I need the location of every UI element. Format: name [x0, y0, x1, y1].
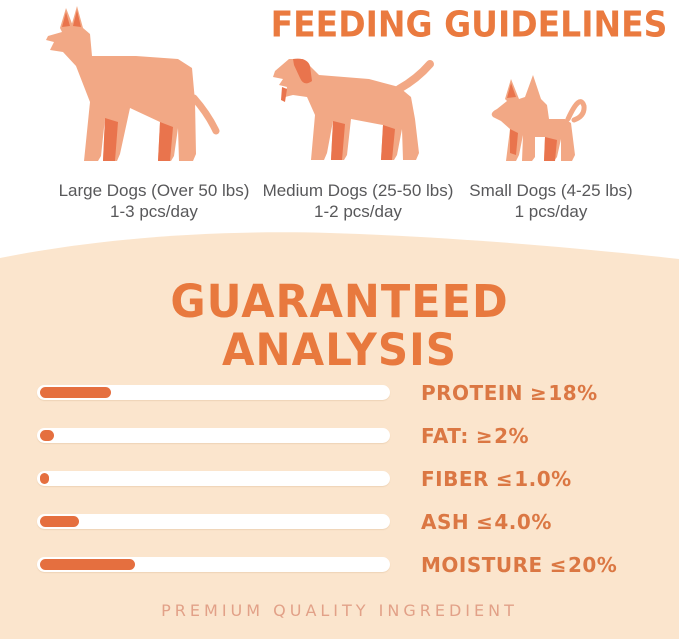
- nutrient-name: FIBER: [421, 467, 489, 491]
- comparator-symbol: ≤: [495, 467, 514, 491]
- comparator-symbol: ≤: [549, 553, 567, 577]
- nutrient-name: FAT:: [421, 424, 469, 448]
- progress-bar-track: [37, 385, 390, 400]
- analysis-row-label: ASH ≤4.0%: [421, 510, 552, 534]
- small-dog-label: Small Dogs (4-25 lbs): [469, 181, 633, 200]
- large-dog-icon: [46, 6, 220, 161]
- small-dog-shading: [507, 83, 557, 161]
- progress-bar-track: [37, 471, 390, 486]
- small-dog-serving: 1 pcs/day: [514, 202, 588, 221]
- nutrient-value: 4.0%: [494, 510, 552, 534]
- nutrient-value: 20%: [567, 553, 618, 577]
- footer-note: PREMIUM QUALITY INGREDIENT: [161, 601, 518, 620]
- small-dog-body: [491, 75, 575, 161]
- analysis-row: FAT: ≥2%: [0, 424, 679, 452]
- analysis-title-line2: ANALYSIS: [222, 324, 457, 376]
- nutrient-name: PROTEIN: [421, 381, 524, 405]
- medium-dog-body: [273, 59, 419, 160]
- progress-bar-fill: [40, 516, 79, 527]
- small-dog-caption: Small Dogs (4-25 lbs) 1 pcs/day: [462, 180, 640, 222]
- analysis-row-label: FAT: ≥2%: [421, 424, 529, 448]
- analysis-row: PROTEIN ≥18%: [0, 381, 679, 409]
- large-dog-caption: Large Dogs (Over 50 lbs) 1-3 pcs/day: [28, 180, 280, 222]
- comparator-symbol: ≥: [475, 424, 494, 448]
- small-dog-icon: [491, 75, 587, 161]
- medium-dog-serving: 1-2 pcs/day: [314, 202, 402, 221]
- medium-dog-icon: [273, 58, 434, 160]
- nutrient-value: 18%: [548, 381, 598, 405]
- medium-dog-tail: [395, 60, 434, 93]
- analysis-row: MOISTURE ≤20%: [0, 553, 679, 581]
- progress-bar-fill: [40, 387, 111, 398]
- wave-divider: [0, 232, 679, 262]
- large-dog-serving: 1-3 pcs/day: [110, 202, 198, 221]
- progress-bar-fill: [40, 559, 136, 570]
- comparator-symbol: ≤: [476, 510, 494, 534]
- analysis-row-label: FIBER ≤1.0%: [421, 467, 572, 491]
- medium-dog-label: Medium Dogs (25-50 lbs): [262, 181, 454, 200]
- large-dog-label: Large Dogs (Over 50 lbs): [58, 181, 250, 200]
- analysis-row: ASH ≤4.0%: [0, 510, 679, 538]
- progress-bar-fill: [40, 473, 49, 484]
- large-dog-shading: [62, 10, 173, 161]
- nutrient-name: ASH: [421, 510, 470, 534]
- small-dog-tail: [565, 99, 587, 123]
- nutrient-value: 1.0%: [514, 467, 572, 491]
- progress-bar-track: [37, 557, 390, 572]
- large-dog-tail: [190, 94, 220, 135]
- large-dog-body: [46, 6, 196, 161]
- nutrient-name: MOISTURE: [421, 553, 543, 577]
- guaranteed-analysis-title: GUARANTEED ANALYSIS: [0, 275, 679, 376]
- nutrient-value: 2%: [494, 424, 530, 448]
- progress-bar-fill: [40, 430, 55, 441]
- analysis-row-label: MOISTURE ≤20%: [421, 553, 617, 577]
- analysis-row-label: PROTEIN ≥18%: [421, 381, 598, 405]
- feeding-guidelines-title: FEEDING GUIDELINES: [270, 3, 668, 46]
- analysis-section-background: [0, 261, 679, 639]
- progress-bar-track: [37, 428, 390, 443]
- analysis-title-line1: GUARANTEED: [170, 275, 509, 329]
- comparator-symbol: ≥: [530, 381, 548, 405]
- progress-bar-track: [37, 514, 390, 529]
- medium-dog-shading: [281, 58, 395, 160]
- medium-dog-caption: Medium Dogs (25-50 lbs) 1-2 pcs/day: [256, 180, 460, 222]
- analysis-row: FIBER ≤1.0%: [0, 467, 679, 495]
